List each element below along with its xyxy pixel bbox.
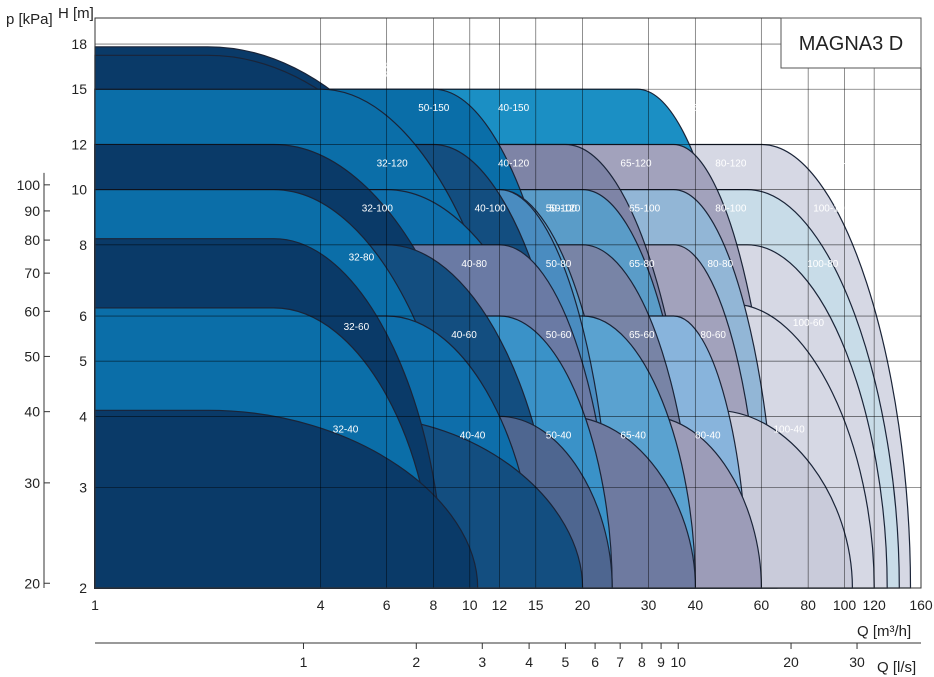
x-tick-1: 1 — [91, 597, 99, 613]
label-32-40: 32-40 — [333, 424, 359, 435]
label-100-120: 100-120 — [826, 159, 863, 170]
y-tick-12: 12 — [71, 136, 87, 152]
region-32-40 — [94, 409, 479, 589]
x-axis-unit-q-m3h: Q [m³/h] — [857, 623, 911, 640]
label-65-100: 65-100 — [629, 204, 661, 215]
label-80-120: 80-120 — [715, 159, 747, 170]
label-100-60: 100-60 — [793, 318, 825, 329]
label-100-40: 100-40 — [774, 424, 806, 435]
x-tick-4: 4 — [317, 597, 325, 613]
label-50-80: 50-80 — [546, 259, 572, 270]
x-tick-10: 10 — [462, 597, 478, 613]
x-tick-8: 8 — [430, 597, 438, 613]
q-ls-tick-5: 5 — [562, 654, 570, 670]
label-50-150: 50-150 — [418, 103, 450, 114]
p-kpa-axis-ticks: 20 30 40 50 60 70 80 90 100 — [17, 172, 50, 591]
plot-border — [94, 17, 922, 589]
y-axis-unit-h: H [m] — [58, 5, 94, 22]
q-ls-tick-1: 1 — [300, 654, 308, 670]
p-kpa-tick-30: 30 — [24, 475, 40, 491]
label-40-180: 40-180 — [362, 69, 394, 80]
label-40-120: 40-120 — [498, 159, 530, 170]
label-65-40: 65-40 — [620, 430, 646, 441]
y-tick-5: 5 — [79, 353, 87, 369]
label-32-120: 32-120 — [377, 159, 409, 170]
p-kpa-tick-60: 60 — [24, 303, 40, 319]
x-tick-30: 30 — [641, 597, 657, 613]
q-ls-axis-ticks: 1 2 3 4 5 6 7 8 9 10 20 30 — [95, 642, 921, 670]
label-100-100: 100-100 — [813, 204, 850, 215]
label-40-60: 40-60 — [451, 330, 477, 341]
label-32-80: 32-80 — [349, 253, 375, 264]
label-50-100: 50-100 — [546, 204, 578, 215]
q-ls-tick-20: 20 — [783, 654, 799, 670]
q-ls-tick-8: 8 — [638, 654, 646, 670]
y-tick-10: 10 — [71, 182, 87, 198]
q-ls-tick-7: 7 — [616, 654, 624, 670]
plot-frame — [94, 17, 922, 589]
y-tick-3: 3 — [79, 480, 87, 496]
q-ls-tick-9: 9 — [657, 654, 665, 670]
label-40-150: 40-150 — [498, 103, 530, 114]
label-65-60: 65-60 — [629, 330, 655, 341]
p-kpa-tick-80: 80 — [24, 232, 40, 248]
label-80-60: 80-60 — [700, 330, 726, 341]
q-ls-tick-10: 10 — [670, 654, 686, 670]
label-50-120: 50-120 — [549, 204, 581, 215]
label-40-40: 40-40 — [460, 430, 486, 441]
label-32-60: 32-60 — [344, 322, 370, 333]
p-kpa-tick-90: 90 — [24, 203, 40, 219]
label-50-40: 50-40 — [546, 430, 572, 441]
y-tick-8: 8 — [79, 237, 87, 253]
x-tick-20: 20 — [575, 597, 591, 613]
p-kpa-tick-100: 100 — [17, 177, 41, 193]
q-ls-tick-3: 3 — [478, 654, 486, 670]
p-kpa-tick-40: 40 — [24, 404, 40, 420]
label-65-150: 65-150 — [687, 103, 719, 114]
label-80-40: 80-40 — [695, 430, 721, 441]
label-50-180: 50-180 — [362, 61, 394, 72]
y-tick-6: 6 — [79, 308, 87, 324]
x-tick-6: 6 — [383, 597, 391, 613]
label-65-80: 65-80 — [629, 259, 655, 270]
region-labels: 100-120 100-100 100-80 100-60 100-40 65-150 80… — [333, 61, 863, 442]
pump-regions — [94, 46, 912, 589]
label-50-60: 50-60 — [546, 330, 572, 341]
y-tick-15: 15 — [71, 81, 87, 97]
p-kpa-tick-70: 70 — [24, 265, 40, 281]
q-ls-tick-2: 2 — [412, 654, 420, 670]
label-65-120: 65-120 — [620, 159, 652, 170]
x2-axis-unit-q-ls: Q [l/s] — [877, 659, 916, 676]
label-100-80: 100-80 — [807, 259, 839, 270]
y-tick-18: 18 — [71, 36, 87, 52]
label-80-100: 80-100 — [715, 204, 747, 215]
y2-axis-unit-p: p [kPa] — [6, 11, 53, 28]
y-tick-4: 4 — [79, 408, 87, 424]
title-box: MAGNA3 D — [780, 17, 922, 69]
x-tick-160: 160 — [909, 597, 933, 613]
chart-grid — [94, 18, 922, 589]
x-tick-60: 60 — [754, 597, 770, 613]
y-axis-ticks: 2 3 4 5 6 8 10 12 15 18 — [71, 36, 87, 596]
label-40-100: 40-100 — [475, 204, 507, 215]
q-ls-tick-6: 6 — [591, 654, 599, 670]
label-32-100: 32-100 — [362, 204, 394, 215]
x-tick-40: 40 — [688, 597, 704, 613]
q-ls-tick-4: 4 — [525, 654, 533, 670]
chart-title: MAGNA3 D — [799, 33, 903, 55]
label-80-80: 80-80 — [708, 259, 734, 270]
x-tick-100: 100 — [833, 597, 857, 613]
y-tick-2: 2 — [79, 580, 87, 596]
x-tick-15: 15 — [528, 597, 544, 613]
p-kpa-tick-50: 50 — [24, 348, 40, 364]
label-40-80: 40-80 — [461, 259, 487, 270]
x-tick-120: 120 — [862, 597, 886, 613]
x-tick-80: 80 — [800, 597, 816, 613]
p-kpa-tick-20: 20 — [24, 575, 40, 591]
x-axis-ticks: 1 4 6 8 10 12 15 20 30 40 60 80 100 120 160 — [91, 597, 933, 613]
x-tick-12: 12 — [492, 597, 508, 613]
q-ls-tick-30: 30 — [849, 654, 865, 670]
